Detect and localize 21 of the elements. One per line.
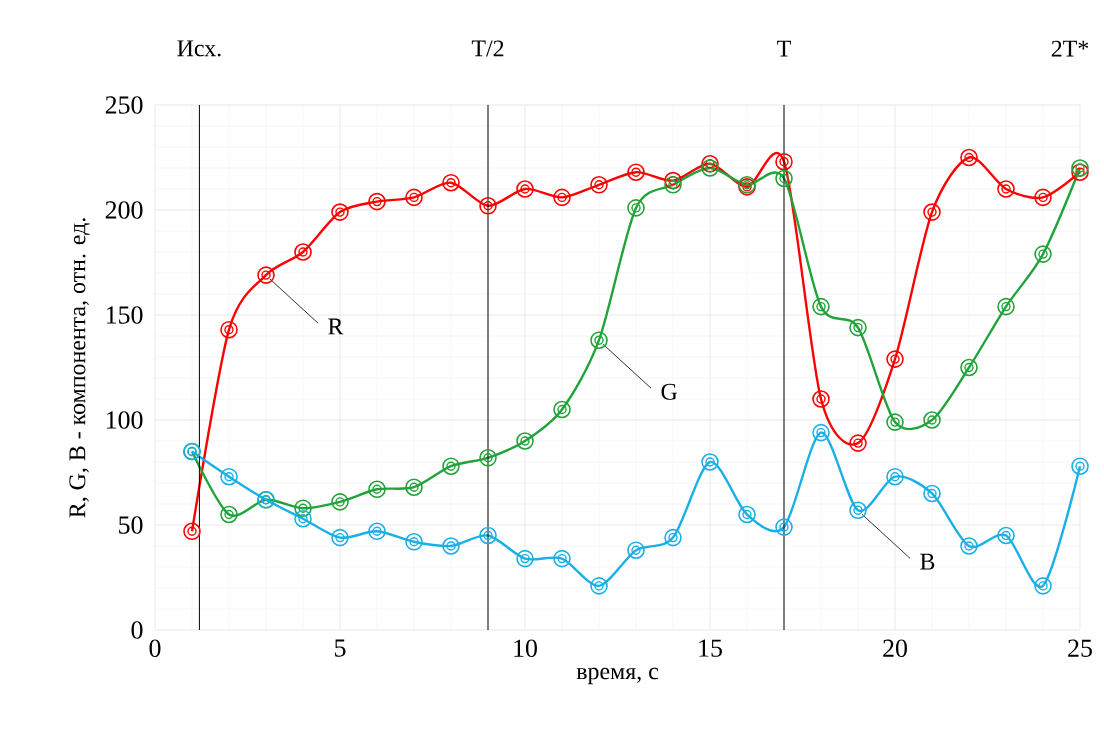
y-tick-label: 0	[131, 621, 143, 639]
y-tick-label: 150	[106, 306, 143, 324]
annotation: G	[661, 383, 678, 400]
annotation: R	[328, 318, 344, 335]
x-tick-label: 10	[514, 639, 537, 657]
x-tick-label: 0	[149, 639, 161, 657]
ref-line-label: Исх.	[177, 40, 221, 57]
x-axis-title: время, с	[576, 667, 659, 685]
y-tick-label: 50	[119, 516, 143, 534]
text: 2T*	[1051, 40, 1089, 57]
y-tick-label: 200	[105, 201, 143, 219]
y-axis-title: R, G, B - компонента, отн. ед.	[69, 218, 90, 518]
y-tick-label: 100	[106, 411, 143, 429]
x-tick-label: 20	[883, 639, 907, 657]
x-tick-label: 15	[699, 639, 722, 657]
x-tick-label: 25	[1068, 639, 1092, 657]
x-tick-label: 5	[335, 639, 346, 657]
ref-line-label: T	[777, 40, 791, 57]
ref-line-label: T/2	[471, 40, 504, 57]
annotation: B	[920, 553, 935, 570]
y-tick-label: 250	[105, 96, 143, 114]
